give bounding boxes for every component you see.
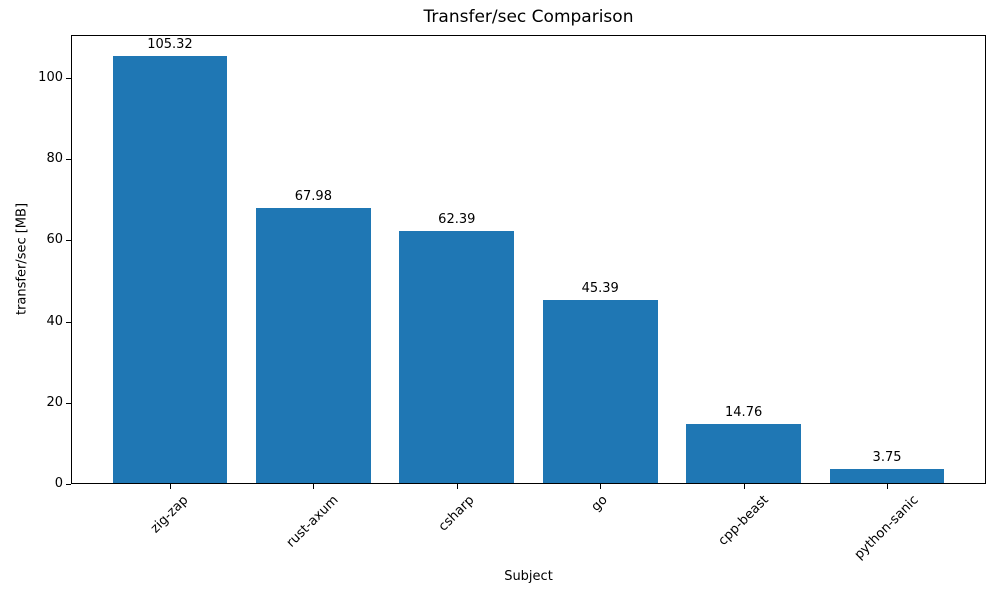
bar-value-label: 62.39 [438, 211, 476, 227]
bar-value-label: 67.98 [294, 189, 332, 205]
y-tick-mark [66, 321, 71, 323]
y-tick-label: 0 [54, 476, 63, 491]
y-tick-label: 40 [46, 313, 63, 329]
y-tick-mark [66, 484, 71, 485]
bar-value-label: 3.75 [872, 449, 902, 465]
x-tick-mark [169, 484, 171, 489]
bar-value-label: 45.39 [581, 280, 619, 296]
y-tick-label: 100 [38, 70, 63, 86]
x-tick-label-cpp-beast: cpp-beast [715, 492, 772, 549]
bar-value-label: 14.76 [725, 405, 763, 421]
bar-go [542, 299, 658, 484]
x-tick-mark [313, 484, 315, 489]
bar-zig-zap [112, 56, 228, 484]
x-tick-label-rust-axum: rust-axum [284, 493, 342, 551]
bar-python-sanic [829, 468, 945, 484]
bar-cpp-beast [686, 424, 801, 484]
x-tick-label-csharp: csharp [435, 493, 478, 535]
y-tick-mark [66, 159, 71, 161]
x-tick-label-go: go [588, 492, 611, 515]
x-tick-mark [600, 484, 602, 489]
x-tick-label-python-sanic: python-sanic [851, 492, 922, 563]
y-tick-label: 20 [46, 394, 63, 410]
x-tick-label-zig-zap: zig-zap [147, 492, 192, 537]
chart-title: Transfer/sec Comparison [423, 7, 634, 27]
y-tick-label: 80 [46, 151, 63, 167]
y-tick-mark [66, 240, 71, 242]
x-tick-mark [887, 484, 889, 489]
x-axis-label: Subject [504, 569, 553, 584]
y-tick-mark [66, 402, 71, 404]
y-tick-label: 60 [46, 232, 63, 248]
x-tick-mark [456, 484, 458, 489]
x-tick-mark [743, 484, 745, 489]
bar-rust-axum [256, 208, 371, 484]
bar-csharp [399, 230, 515, 484]
bar-value-label: 105.32 [147, 37, 193, 53]
y-tick-mark [66, 78, 71, 80]
